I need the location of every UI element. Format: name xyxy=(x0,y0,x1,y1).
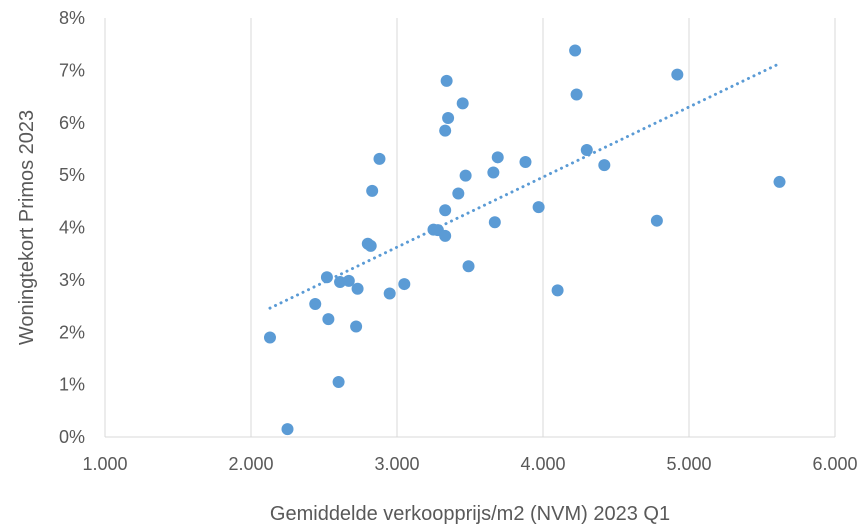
data-point xyxy=(383,287,396,300)
data-point xyxy=(532,201,545,214)
data-point xyxy=(439,124,452,137)
data-point xyxy=(350,320,363,333)
y-tick-label: 1% xyxy=(59,375,85,395)
x-tick-label: 2.000 xyxy=(228,454,273,474)
y-tick-label: 6% xyxy=(59,113,85,133)
y-axis-title: Woningtekort Primos 2023 xyxy=(16,110,38,345)
y-tick-labels: 0% 1% 2% 3% 4% 5% 6% 7% 8% xyxy=(59,8,85,447)
data-point xyxy=(439,229,452,242)
y-tick-label: 5% xyxy=(59,165,85,185)
y-tick-label: 3% xyxy=(59,270,85,290)
data-point xyxy=(570,88,583,101)
data-point xyxy=(456,97,469,110)
data-point xyxy=(320,271,333,284)
trendline-layer xyxy=(268,62,782,310)
data-point xyxy=(462,260,475,273)
data-point xyxy=(487,166,500,179)
data-point xyxy=(398,278,411,291)
y-tick-label: 7% xyxy=(59,60,85,80)
data-point xyxy=(773,175,786,188)
y-tick-label: 0% xyxy=(59,427,85,447)
y-tick-label: 2% xyxy=(59,322,85,342)
data-point xyxy=(364,239,377,252)
data-point xyxy=(488,216,501,229)
data-point xyxy=(580,143,593,156)
data-point xyxy=(281,423,294,436)
data-point xyxy=(342,274,355,287)
x-axis-title: Gemiddelde verkoopprijs/m2 (NVM) 2023 Q1 xyxy=(270,503,670,525)
data-point xyxy=(263,331,276,344)
data-point xyxy=(334,275,347,288)
data-point xyxy=(366,184,379,197)
x-tick-label: 6.000 xyxy=(812,454,857,474)
data-point xyxy=(442,112,455,125)
data-point xyxy=(650,214,663,227)
data-point xyxy=(351,282,364,295)
data-points xyxy=(263,44,786,436)
data-point xyxy=(671,68,684,81)
data-point xyxy=(569,44,582,57)
data-point xyxy=(373,152,386,165)
data-point xyxy=(439,204,452,217)
x-tick-label: 1.000 xyxy=(82,454,127,474)
data-point xyxy=(459,169,472,182)
data-point xyxy=(598,159,611,172)
y-tick-label: 8% xyxy=(59,8,85,28)
data-point xyxy=(440,74,453,87)
x-tick-label: 3.000 xyxy=(374,454,419,474)
x-tick-label: 5.000 xyxy=(666,454,711,474)
data-point xyxy=(452,187,465,200)
y-tick-label: 4% xyxy=(59,218,85,238)
data-point xyxy=(309,297,322,310)
data-point xyxy=(322,313,335,326)
data-point xyxy=(491,151,504,164)
x-tick-label: 4.000 xyxy=(520,454,565,474)
x-tick-labels: 1.000 2.000 3.000 4.000 5.000 6.000 xyxy=(82,454,857,474)
data-point xyxy=(551,284,564,297)
trendline xyxy=(268,62,782,310)
data-point xyxy=(519,156,532,169)
data-point xyxy=(332,376,345,389)
gridlines xyxy=(104,18,836,437)
